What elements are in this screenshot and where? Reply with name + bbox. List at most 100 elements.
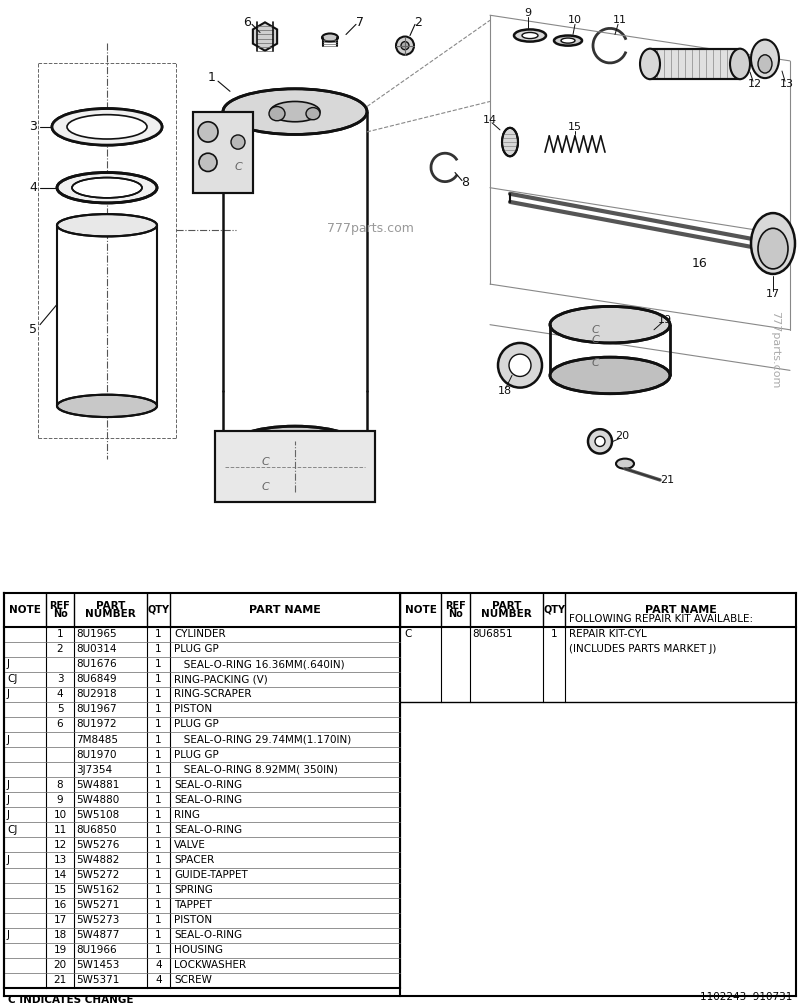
Text: PART: PART [96, 601, 125, 611]
Ellipse shape [67, 115, 147, 139]
Text: 8U2918: 8U2918 [76, 689, 117, 699]
Text: 1: 1 [155, 644, 162, 654]
Text: 1: 1 [155, 855, 162, 865]
Text: SEAL-O-RING 16.36MM(.640IN): SEAL-O-RING 16.36MM(.640IN) [174, 659, 345, 669]
Text: 8U1967: 8U1967 [76, 704, 117, 714]
Text: 3: 3 [29, 121, 37, 134]
Text: 11: 11 [54, 825, 66, 835]
Text: 1: 1 [155, 915, 162, 926]
Text: SEAL-O-RING: SEAL-O-RING [174, 931, 242, 941]
Ellipse shape [751, 213, 795, 274]
Text: QTY: QTY [543, 605, 565, 615]
Text: 1: 1 [155, 765, 162, 775]
Text: SPACER: SPACER [174, 855, 214, 865]
Text: C: C [234, 162, 242, 172]
Text: 5W5272: 5W5272 [76, 870, 119, 880]
Text: 8U6851: 8U6851 [472, 629, 513, 639]
Text: 1: 1 [155, 659, 162, 669]
Text: 5W4877: 5W4877 [76, 931, 119, 941]
Text: 4: 4 [57, 689, 63, 699]
Text: PART: PART [492, 601, 521, 611]
Text: 1: 1 [155, 689, 162, 699]
Ellipse shape [561, 38, 575, 43]
Text: 9: 9 [525, 8, 531, 18]
Text: 12: 12 [748, 79, 762, 90]
Text: 1: 1 [155, 795, 162, 805]
Ellipse shape [730, 48, 750, 79]
Text: GUIDE-TAPPET: GUIDE-TAPPET [174, 870, 248, 880]
Text: 12: 12 [54, 840, 66, 850]
Text: CJ: CJ [7, 674, 18, 684]
Text: C INDICATES CHANGE: C INDICATES CHANGE [8, 995, 134, 1005]
Circle shape [396, 36, 414, 54]
Text: 1: 1 [155, 704, 162, 714]
Ellipse shape [270, 102, 320, 122]
Text: 6: 6 [57, 719, 63, 729]
Text: REF: REF [445, 601, 466, 611]
Text: SEAL-O-RING 29.74MM(1.170IN): SEAL-O-RING 29.74MM(1.170IN) [174, 734, 351, 744]
Text: VALVE: VALVE [174, 840, 206, 850]
Text: 2: 2 [414, 16, 422, 29]
Text: 5W5108: 5W5108 [76, 810, 119, 820]
Ellipse shape [223, 427, 367, 477]
Text: 13: 13 [54, 855, 66, 865]
Bar [193, 112, 253, 193]
Text: 16: 16 [54, 900, 66, 910]
Text: 20: 20 [54, 961, 66, 971]
Text: 5: 5 [57, 704, 63, 714]
Text: 1: 1 [155, 734, 162, 744]
Ellipse shape [758, 54, 772, 73]
Text: 16: 16 [692, 258, 708, 271]
Circle shape [588, 430, 612, 454]
Text: SPRING: SPRING [174, 885, 213, 895]
Text: 777parts.com: 777parts.com [326, 221, 414, 234]
Text: 8U1966: 8U1966 [76, 946, 117, 956]
Text: J: J [7, 780, 10, 790]
Text: 4: 4 [29, 181, 37, 194]
Text: CJ: CJ [7, 825, 18, 835]
Text: J: J [7, 810, 10, 820]
Text: 1: 1 [155, 780, 162, 790]
Bar [215, 432, 375, 502]
Text: 19: 19 [658, 315, 672, 325]
Text: SEAL-O-RING: SEAL-O-RING [174, 825, 242, 835]
Text: 13: 13 [780, 79, 794, 90]
Text: 8U1965: 8U1965 [76, 629, 117, 639]
Text: 8U6850: 8U6850 [76, 825, 117, 835]
Text: 15: 15 [54, 885, 66, 895]
Text: 1: 1 [57, 629, 63, 639]
Text: 7: 7 [356, 16, 364, 29]
Text: 5W5371: 5W5371 [76, 976, 119, 986]
Text: PART NAME: PART NAME [645, 605, 717, 615]
Text: 9: 9 [57, 795, 63, 805]
Text: 5W4881: 5W4881 [76, 780, 119, 790]
Text: 1: 1 [155, 749, 162, 760]
Text: 20: 20 [615, 432, 629, 442]
Ellipse shape [522, 32, 538, 38]
Text: 8U0314: 8U0314 [76, 644, 117, 654]
Text: 1: 1 [155, 825, 162, 835]
Text: NUMBER: NUMBER [481, 609, 532, 619]
Text: 17: 17 [54, 915, 66, 926]
Text: PISTON: PISTON [174, 704, 212, 714]
Text: LOCKWASHER: LOCKWASHER [174, 961, 246, 971]
Text: NUMBER: NUMBER [85, 609, 136, 619]
Bar [215, 432, 375, 502]
Text: 5: 5 [29, 323, 37, 336]
Text: J: J [7, 931, 10, 941]
Text: RING-PACKING (V): RING-PACKING (V) [174, 674, 268, 684]
Text: 4: 4 [155, 976, 162, 986]
Text: 1: 1 [155, 870, 162, 880]
Text: NOTE: NOTE [405, 605, 437, 615]
Text: 21: 21 [660, 475, 674, 485]
Text: FOLLOWING REPAIR KIT AVAILABLE:: FOLLOWING REPAIR KIT AVAILABLE: [569, 614, 753, 624]
Text: C: C [404, 629, 411, 639]
Text: PLUG GP: PLUG GP [174, 644, 218, 654]
Ellipse shape [223, 89, 367, 135]
Text: SEAL-O-RING 8.92MM( 350IN): SEAL-O-RING 8.92MM( 350IN) [174, 765, 338, 775]
Text: 17: 17 [766, 290, 780, 299]
Text: REPAIR KIT-CYL: REPAIR KIT-CYL [569, 629, 646, 639]
Bar [650, 48, 740, 79]
Text: C: C [591, 335, 599, 345]
Text: C: C [261, 457, 269, 467]
